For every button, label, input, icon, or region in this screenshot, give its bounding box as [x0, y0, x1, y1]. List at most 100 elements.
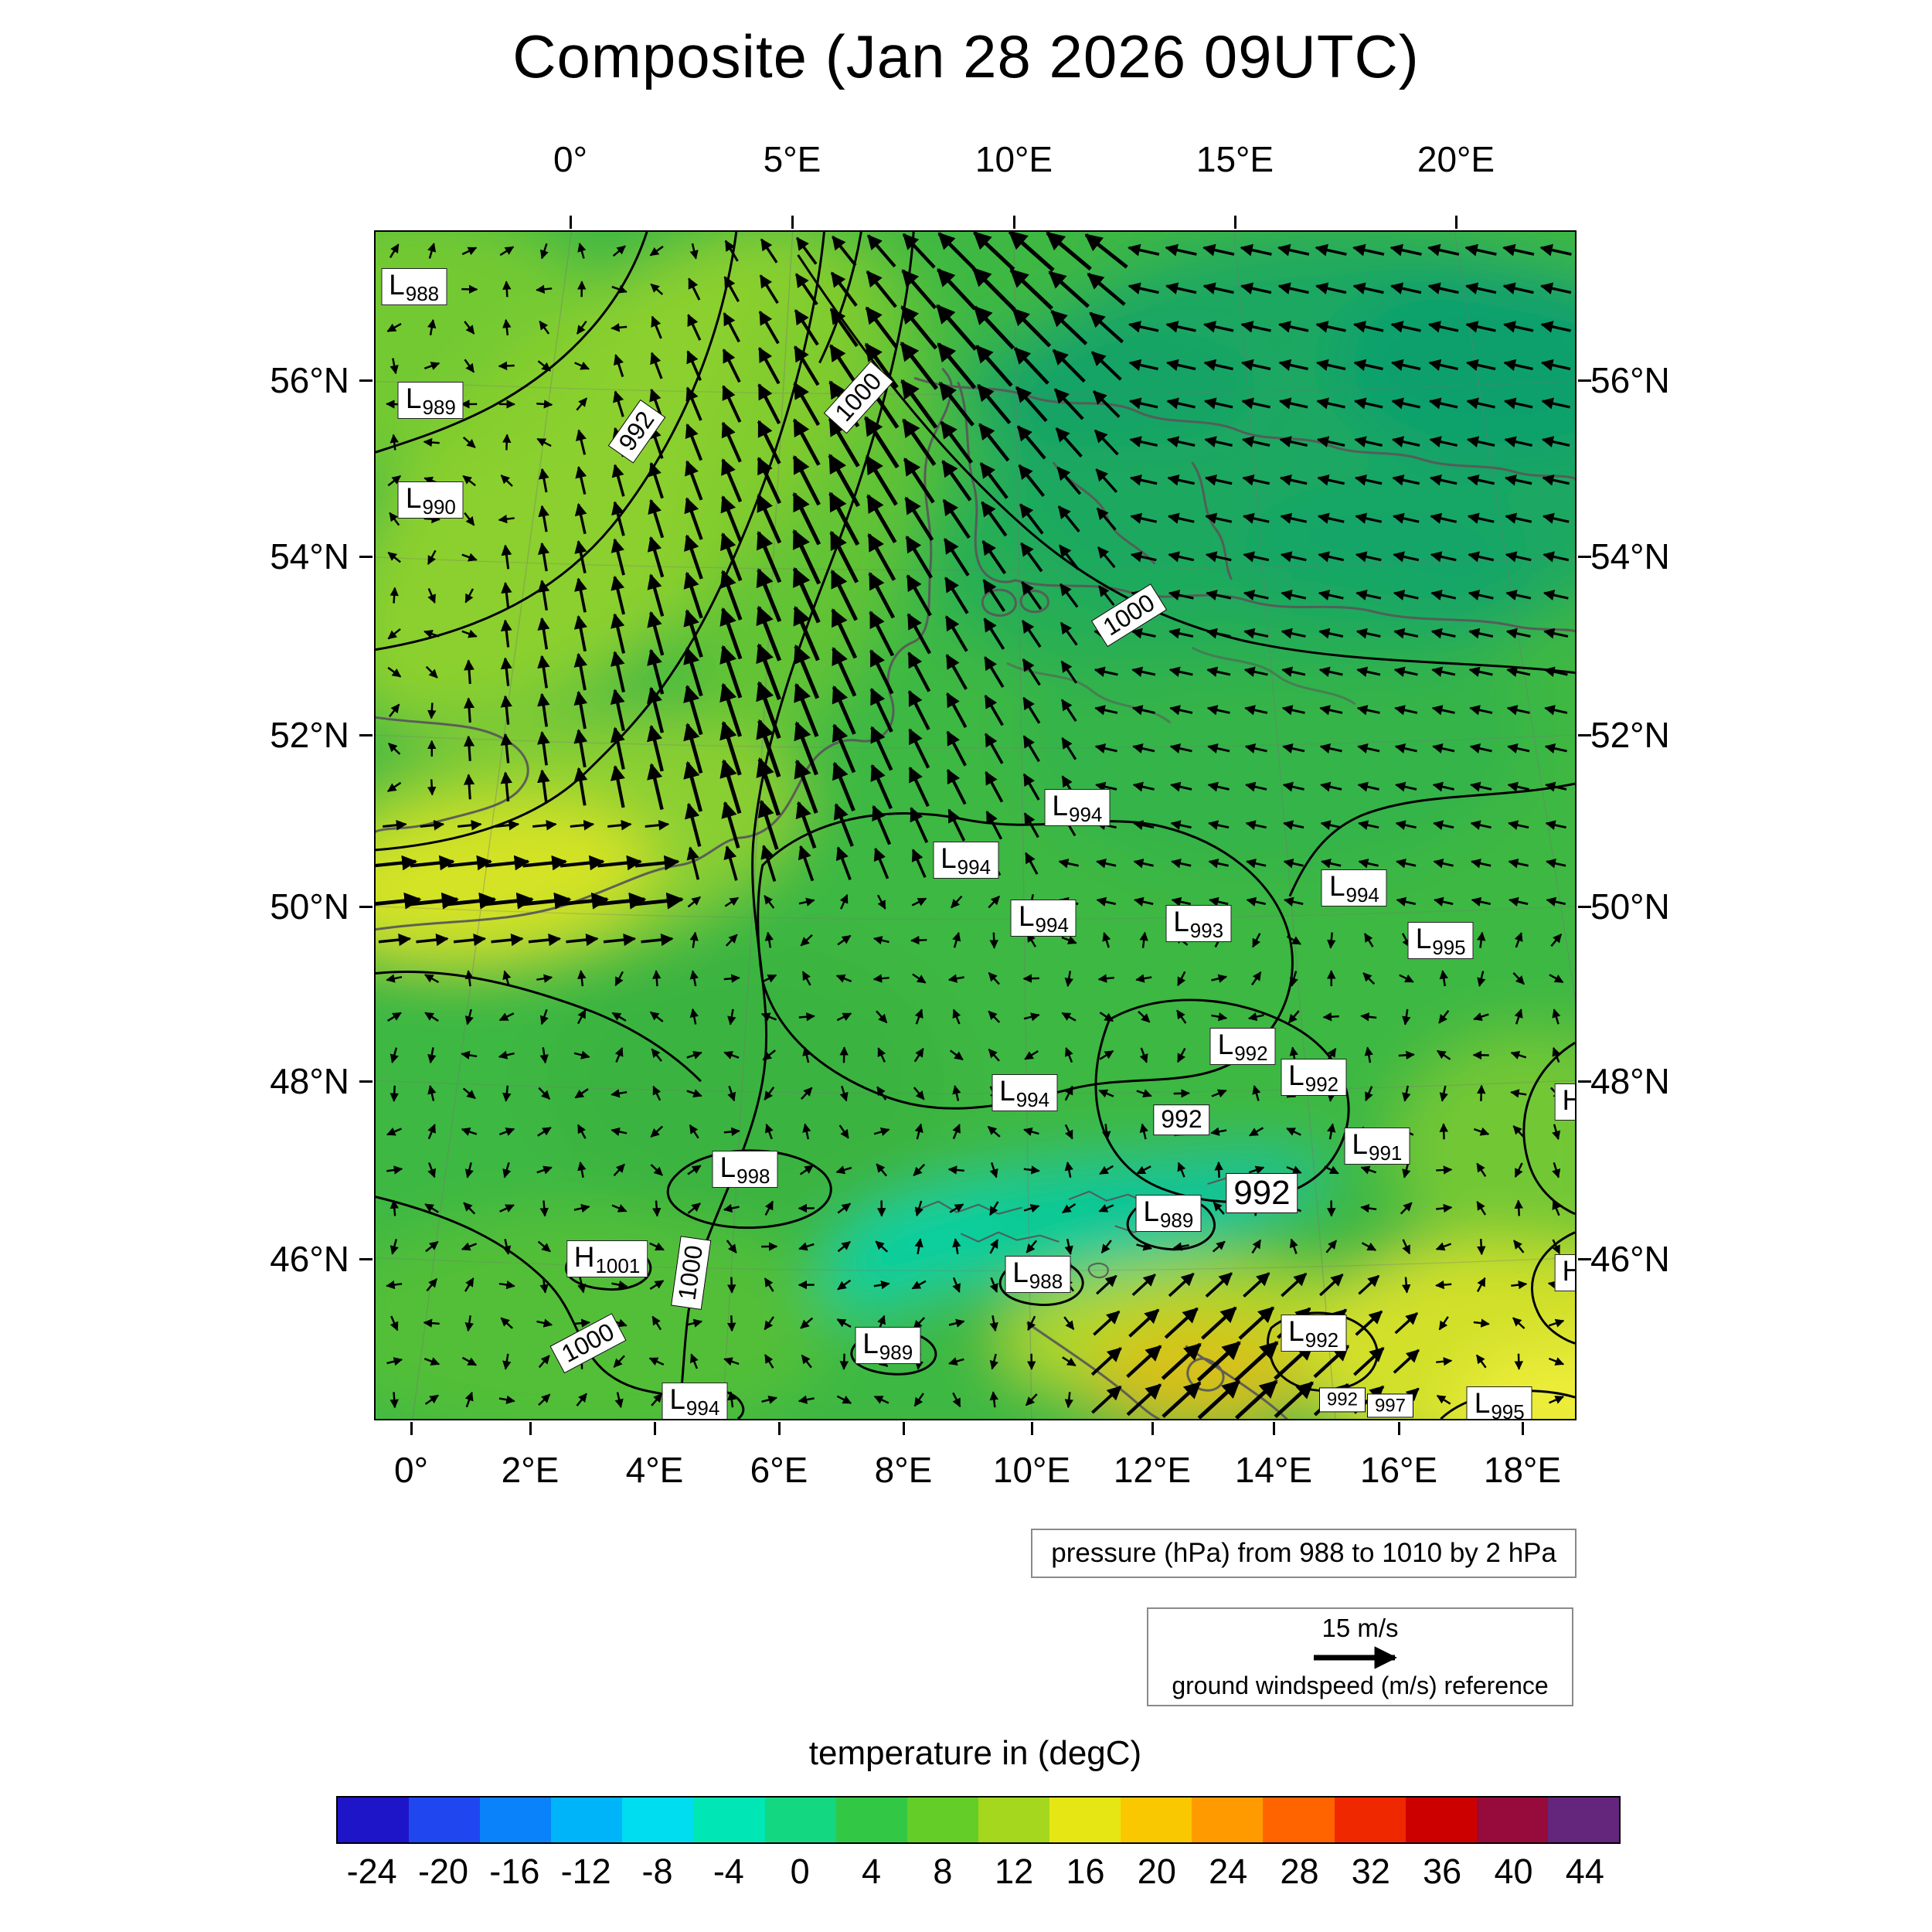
- wind-arrow: [650, 352, 663, 379]
- wind-arrow: [689, 970, 699, 987]
- wind-arrow: [836, 1395, 852, 1404]
- wind-arrow: [1429, 474, 1458, 486]
- wind-arrow: [1353, 359, 1383, 371]
- wind-arrow: [1469, 705, 1493, 716]
- wind-arrow: [1355, 1310, 1383, 1336]
- colorbar-cell: [551, 1798, 623, 1842]
- wind-arrow: [1354, 474, 1383, 486]
- wind-arrow: [987, 1125, 1001, 1138]
- pressure-letter: L: [999, 1074, 1015, 1107]
- wind-arrow: [570, 819, 595, 831]
- low-pressure-label: L989: [1135, 1195, 1202, 1233]
- wind-arrow: [464, 359, 475, 373]
- wind-arrow: [539, 1277, 549, 1294]
- wind-arrow: [1513, 1240, 1525, 1253]
- wind-arrow: [1202, 321, 1234, 333]
- wind-arrow: [876, 1086, 887, 1100]
- wind-arrow: [724, 240, 739, 262]
- wind-arrow: [835, 846, 852, 880]
- wind-arrow: [1087, 272, 1126, 306]
- wind-arrow: [389, 1085, 399, 1103]
- wind-arrow: [723, 1051, 740, 1060]
- wind-arrow: [792, 455, 821, 506]
- bottom-axis-label: 2°E: [501, 1450, 560, 1490]
- high-pressure-label: H: [1554, 1083, 1575, 1121]
- wind-arrow: [1060, 621, 1078, 646]
- wind-arrow: [1510, 1089, 1527, 1098]
- wind-reference-speed: 15 m/s: [1321, 1614, 1399, 1642]
- pressure-value: 992: [1234, 1041, 1268, 1065]
- wind-arrow: [1204, 436, 1233, 447]
- low-pressure-label: L994: [933, 841, 999, 879]
- colorbar-cell: [480, 1798, 552, 1842]
- low-pressure-label: L992: [1281, 1058, 1347, 1096]
- wind-arrow: [539, 1047, 549, 1064]
- wind-arrow: [1430, 551, 1457, 563]
- wind-arrow: [1476, 1162, 1487, 1177]
- bottom-axis-label: 4°E: [625, 1450, 684, 1490]
- wind-arrow: [651, 1048, 662, 1062]
- wind-arrow: [723, 276, 740, 302]
- wind-arrow: [1360, 1012, 1377, 1022]
- map-svg: [376, 232, 1575, 1419]
- wind-arrow: [1057, 505, 1080, 533]
- wind-arrow: [1514, 1009, 1523, 1025]
- wind-arrow: [573, 1203, 590, 1213]
- wind-arrow: [1170, 781, 1192, 792]
- wind-arrow: [1064, 971, 1073, 988]
- low-pressure-label: L988: [1005, 1255, 1071, 1293]
- right-axis-label: 52°N: [1590, 715, 1670, 755]
- wind-arrow: [1327, 1123, 1336, 1140]
- wind-arrow: [1546, 859, 1566, 869]
- wind-arrow: [1471, 859, 1492, 869]
- wind-arrow: [376, 892, 422, 910]
- wind-arrow: [1023, 1165, 1040, 1175]
- wind-arrow: [538, 505, 549, 532]
- wind-arrow: [427, 1085, 437, 1101]
- wind-arrow: [757, 799, 779, 850]
- pressure-letter: L: [405, 482, 422, 515]
- wind-arrow: [1060, 660, 1078, 684]
- wind-arrow: [539, 320, 550, 335]
- wind-arrow: [1095, 781, 1117, 792]
- wind-arrow: [423, 1318, 440, 1328]
- wind-arrow: [1165, 359, 1196, 371]
- wind-arrow: [1102, 932, 1111, 948]
- colorbar-cell: [338, 1798, 410, 1842]
- wind-arrow: [645, 819, 670, 831]
- wind-arrow: [1473, 1012, 1489, 1022]
- pressure-letter: L: [1143, 1196, 1159, 1228]
- low-pressure-label: L989: [855, 1326, 921, 1364]
- wind-arrow: [1168, 1272, 1195, 1298]
- wind-arrow: [799, 1165, 814, 1175]
- wind-arrow: [386, 1165, 403, 1175]
- wind-arrow: [1402, 1085, 1411, 1102]
- wind-arrow: [719, 682, 742, 737]
- wind-arrow: [952, 1009, 961, 1025]
- wind-arrow: [988, 1010, 1001, 1023]
- axis-tick: [529, 1422, 532, 1435]
- wind-arrow: [1058, 544, 1080, 570]
- wind-arrow: [1280, 551, 1307, 563]
- wind-arrow: [988, 971, 1000, 985]
- wind-arrow: [1245, 820, 1267, 830]
- colorbar-cell: [1405, 1798, 1477, 1842]
- wind-arrow: [577, 1009, 587, 1025]
- wind-arrow: [389, 1239, 399, 1255]
- wind-arrow: [914, 1123, 923, 1140]
- wind-arrow: [973, 232, 1015, 271]
- wind-arrow: [573, 690, 588, 730]
- colorbar-tick-label: 0: [790, 1852, 810, 1891]
- wind-arrow: [911, 897, 927, 906]
- wind-arrow: [1129, 436, 1158, 447]
- wind-arrow: [1543, 590, 1569, 600]
- wind-arrow: [1058, 859, 1079, 869]
- wind-arrow: [1240, 282, 1272, 294]
- wind-arrow: [902, 418, 937, 467]
- wind-arrow: [722, 349, 741, 383]
- wind-arrow: [1008, 232, 1055, 272]
- wind-arrow: [946, 730, 967, 767]
- wind-arrow: [573, 729, 588, 768]
- wind-arrow: [389, 512, 400, 526]
- wind-arrow: [481, 892, 534, 910]
